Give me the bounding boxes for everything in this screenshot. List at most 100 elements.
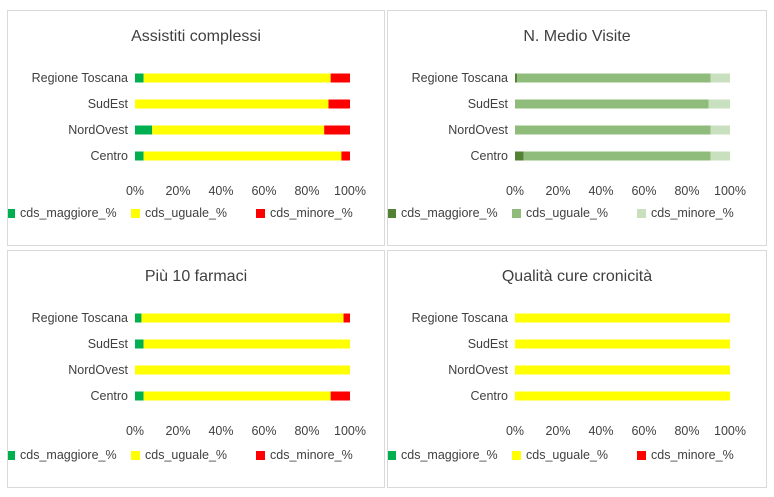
bar-regione-toscana-cds-minore xyxy=(330,73,350,83)
x-tick-label: 20% xyxy=(165,424,190,438)
x-tick-label: 100% xyxy=(714,424,746,438)
legend-label: cds_uguale_% xyxy=(526,206,608,220)
bar-regione-toscana-cds-maggiore xyxy=(515,73,518,83)
bar-regione-toscana-cds-minore xyxy=(710,73,730,83)
category-label: NordOvest xyxy=(68,363,128,377)
bar-sudest-cds-minore xyxy=(708,99,730,109)
legend-swatch-cds-minore xyxy=(256,451,265,460)
x-tick-label: 60% xyxy=(631,184,656,198)
bar-centro-cds-uguale xyxy=(523,151,711,161)
chart-svg: Più 10 farmaci Regione Toscana SudEst NordO… xyxy=(8,268,366,462)
category-label: SudEst xyxy=(88,97,129,111)
chart-svg: Qualità cure cronicità Regione Toscana Sud… xyxy=(388,268,746,462)
category-label: SudEst xyxy=(468,337,509,351)
bar-regione-toscana-cds-maggiore xyxy=(135,73,144,83)
bar-centro-cds-uguale xyxy=(143,151,342,161)
legend-label: cds_uguale_% xyxy=(145,206,227,220)
bar-sudest-cds-uguale xyxy=(515,99,709,109)
bar-nordovest-cds-minore xyxy=(324,125,350,135)
bar-sudest-cds-uguale xyxy=(515,339,730,349)
legend-swatch-cds-uguale xyxy=(131,451,140,460)
bar-sudest-cds-uguale xyxy=(143,339,350,349)
x-tick-label: 20% xyxy=(165,184,190,198)
category-label: Regione Toscana xyxy=(32,71,128,85)
legend-label: cds_maggiore_% xyxy=(401,206,498,220)
bar-nordovest-cds-minore xyxy=(710,125,730,135)
x-tick-label: 20% xyxy=(545,184,570,198)
bar-regione-toscana-cds-uguale xyxy=(141,313,344,323)
chart-title: Assistiti complessi xyxy=(131,28,261,45)
bar-centro-cds-uguale xyxy=(515,391,730,401)
bar-centro-cds-minore xyxy=(330,391,350,401)
x-tick-label: 40% xyxy=(208,424,233,438)
bar-sudest-cds-uguale xyxy=(135,99,329,109)
legend-label: cds_minore_% xyxy=(651,206,734,220)
bar-centro-cds-minore xyxy=(710,151,730,161)
legend-swatch-cds-maggiore xyxy=(8,209,15,218)
chart-panel-assistiti-complessi: Assistiti complessi Regione Toscana SudEst… xyxy=(7,10,385,246)
category-label: Centro xyxy=(90,389,128,403)
legend-swatch-cds-maggiore xyxy=(388,209,396,218)
legend-label: cds_maggiore_% xyxy=(20,206,117,220)
chart-title: N. Medio Visite xyxy=(523,28,630,45)
chart-title: Più 10 farmaci xyxy=(145,268,247,285)
category-label: Centro xyxy=(470,389,508,403)
x-tick-label: 80% xyxy=(674,424,699,438)
chart-panel-piu-10-farmaci: Più 10 farmaci Regione Toscana SudEst NordO… xyxy=(7,250,385,488)
category-label: Regione Toscana xyxy=(412,71,508,85)
category-label: Regione Toscana xyxy=(412,311,508,325)
bar-centro-cds-maggiore xyxy=(135,151,144,161)
bar-regione-toscana-cds-uguale xyxy=(143,73,331,83)
x-tick-label: 100% xyxy=(334,424,366,438)
bar-centro-cds-minore xyxy=(341,151,350,161)
legend-label: cds_minore_% xyxy=(651,448,734,462)
category-label: Regione Toscana xyxy=(32,311,128,325)
chart-panel-qualita-cure-cronicita: Qualità cure cronicità Regione Toscana Sud… xyxy=(387,250,767,488)
legend-label: cds_maggiore_% xyxy=(20,448,117,462)
bar-nordovest-cds-uguale xyxy=(152,125,325,135)
legend-label: cds_uguale_% xyxy=(145,448,227,462)
category-label: Centro xyxy=(470,149,508,163)
bar-sudest-cds-minore xyxy=(328,99,350,109)
chart-title: Qualità cure cronicità xyxy=(502,268,652,285)
bar-regione-toscana-cds-uguale xyxy=(515,313,730,323)
x-tick-label: 60% xyxy=(251,424,276,438)
bar-centro-cds-maggiore xyxy=(135,391,144,401)
chart-panel-n-medio-visite: N. Medio Visite Regione Toscana SudEst Nord… xyxy=(387,10,767,246)
x-tick-label: 60% xyxy=(251,184,276,198)
x-tick-label: 100% xyxy=(714,184,746,198)
bar-centro-cds-maggiore xyxy=(515,151,524,161)
category-label: NordOvest xyxy=(448,363,508,377)
legend-swatch-cds-minore xyxy=(637,451,646,460)
x-tick-label: 0% xyxy=(126,424,144,438)
bar-centro-cds-uguale xyxy=(143,391,331,401)
chart-svg: N. Medio Visite Regione Toscana SudEst Nord… xyxy=(388,28,746,220)
x-tick-label: 0% xyxy=(506,184,524,198)
legend-swatch-cds-maggiore xyxy=(388,451,396,460)
chart-svg: Assistiti complessi Regione Toscana SudEst… xyxy=(8,28,366,220)
legend-swatch-cds-uguale xyxy=(131,209,140,218)
bar-regione-toscana-cds-minore xyxy=(343,313,350,323)
category-label: SudEst xyxy=(468,97,509,111)
legend-label: cds_minore_% xyxy=(270,448,353,462)
x-tick-label: 20% xyxy=(545,424,570,438)
legend-swatch-cds-uguale xyxy=(512,209,521,218)
x-tick-label: 0% xyxy=(126,184,144,198)
category-label: Centro xyxy=(90,149,128,163)
bar-nordovest-cds-uguale xyxy=(515,365,730,375)
legend-swatch-cds-uguale xyxy=(512,451,521,460)
legend-swatch-cds-minore xyxy=(637,209,646,218)
legend-swatch-cds-maggiore xyxy=(8,451,15,460)
x-tick-label: 80% xyxy=(294,424,319,438)
legend-label: cds_maggiore_% xyxy=(401,448,498,462)
x-tick-label: 40% xyxy=(588,424,613,438)
category-label: NordOvest xyxy=(68,123,128,137)
legend-label: cds_minore_% xyxy=(270,206,353,220)
bar-nordovest-cds-uguale xyxy=(135,365,350,375)
category-label: SudEst xyxy=(88,337,129,351)
legend-label: cds_uguale_% xyxy=(526,448,608,462)
legend-swatch-cds-minore xyxy=(256,209,265,218)
bar-regione-toscana-cds-maggiore xyxy=(135,313,142,323)
x-tick-label: 40% xyxy=(588,184,613,198)
x-tick-label: 100% xyxy=(334,184,366,198)
